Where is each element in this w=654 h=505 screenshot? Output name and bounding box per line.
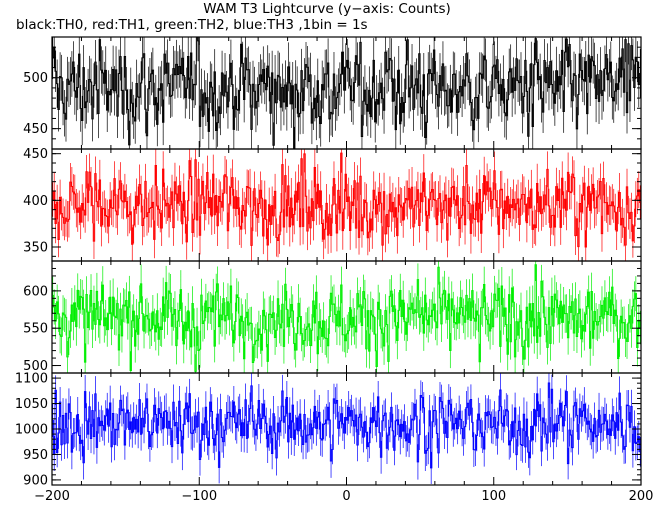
y-tick-label: 450 [23, 122, 48, 137]
series-line-TH2 [52, 264, 641, 372]
y-tick-label: 900 [23, 473, 48, 488]
x-tick-label: −100 [181, 489, 217, 504]
y-tick-label: 450 [23, 147, 48, 162]
x-tick-label: 100 [481, 489, 506, 504]
y-tick-label: 500 [23, 359, 48, 374]
y-tick-label: 1050 [15, 397, 48, 412]
y-tick-label: 400 [23, 194, 48, 209]
chart-title: WAM T3 Lightcurve (y−axis: Counts) [203, 1, 451, 17]
y-tick-label: 600 [23, 284, 48, 299]
y-tick-label: 950 [23, 448, 48, 463]
y-tick-label: 500 [23, 71, 48, 86]
series-line-TH0 [52, 37, 641, 149]
x-tick-label: −200 [34, 489, 70, 504]
series-line-TH3 [52, 382, 641, 469]
panel-frame-TH1 [51, 148, 642, 262]
x-tick-label: 200 [629, 489, 654, 504]
chart-subtitle: black:TH0, red:TH1, green:TH2, blue:TH3 … [16, 17, 368, 33]
series-errorbars-TH3 [52, 373, 641, 484]
series-line-TH1 [52, 152, 641, 248]
y-tick-label: 1100 [15, 372, 48, 387]
y-tick-label: 350 [23, 241, 48, 256]
x-tick-label: 0 [342, 489, 350, 504]
y-tick-label: 550 [23, 322, 48, 337]
y-tick-label: 1000 [15, 423, 48, 438]
